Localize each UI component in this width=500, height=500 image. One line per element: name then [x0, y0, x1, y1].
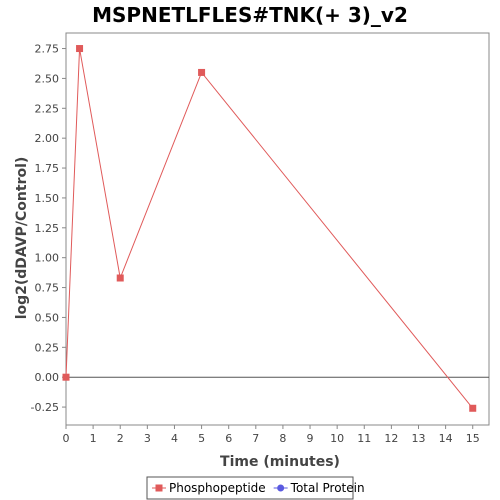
legend-entry: Total Protein — [290, 481, 365, 495]
x-tick-label: 6 — [225, 432, 232, 445]
y-tick-label: 2.00 — [35, 132, 60, 145]
y-tick-label: 0.00 — [35, 371, 60, 384]
legend-box — [146, 476, 354, 500]
x-tick-label: 1 — [90, 432, 97, 445]
legend-marker — [277, 484, 285, 492]
data-point — [116, 274, 124, 282]
x-tick-label: 10 — [330, 432, 344, 445]
legend-marker — [155, 484, 163, 492]
legend-entry: Phosphopeptide — [169, 481, 266, 495]
x-tick-label: 2 — [117, 432, 124, 445]
legend-items: Phosphopeptide Total Protein — [152, 481, 365, 495]
y-axis-label: log2(dDAVP/Control) — [14, 157, 30, 320]
x-tick-label: 5 — [198, 432, 205, 445]
legend: Phosphopeptide Total Protein — [146, 476, 365, 500]
x-tick-label: 0 — [63, 432, 70, 445]
x-tick-label: 3 — [144, 432, 151, 445]
x-tick-label: 15 — [466, 432, 480, 445]
y-tick-label: 2.50 — [35, 72, 60, 85]
data-point — [469, 404, 477, 412]
y-tick-label: 2.75 — [35, 43, 60, 56]
data-point — [76, 45, 84, 53]
y-tick-label: -0.25 — [31, 401, 59, 414]
x-tick-label: 9 — [307, 432, 314, 445]
x-axis: 0 1 2 3 4 5 6 7 8 9 10 11 12 13 14 15 — [63, 425, 480, 445]
y-tick-label: 0.50 — [35, 311, 60, 324]
x-tick-label: 7 — [252, 432, 259, 445]
y-tick-label: 0.25 — [35, 341, 60, 354]
series-layer — [62, 45, 477, 412]
chart-title: MSPNETLFLES#TNK(+ 3)_v2 — [92, 3, 408, 27]
x-tick-label: 14 — [439, 432, 453, 445]
y-axis: -0.25 0.00 0.25 0.50 0.75 1.00 1.25 1.50 1.75 2.0… — [31, 43, 66, 414]
x-tick-label: 13 — [412, 432, 426, 445]
y-tick-label: 1.25 — [35, 222, 60, 235]
data-point — [62, 373, 70, 381]
y-tick-label: 1.00 — [35, 252, 60, 265]
x-tick-label: 12 — [384, 432, 398, 445]
y-tick-label: 1.75 — [35, 162, 60, 175]
y-tick-label: 0.75 — [35, 282, 60, 295]
x-axis-label: Time (minutes) — [220, 454, 340, 470]
x-tick-label: 4 — [171, 432, 178, 445]
data-point — [198, 68, 206, 76]
y-tick-label: 1.50 — [35, 192, 60, 205]
plot-area — [65, 32, 490, 426]
y-tick-label: 2.25 — [35, 102, 60, 115]
x-tick-label: 8 — [279, 432, 286, 445]
x-tick-label: 11 — [357, 432, 371, 445]
